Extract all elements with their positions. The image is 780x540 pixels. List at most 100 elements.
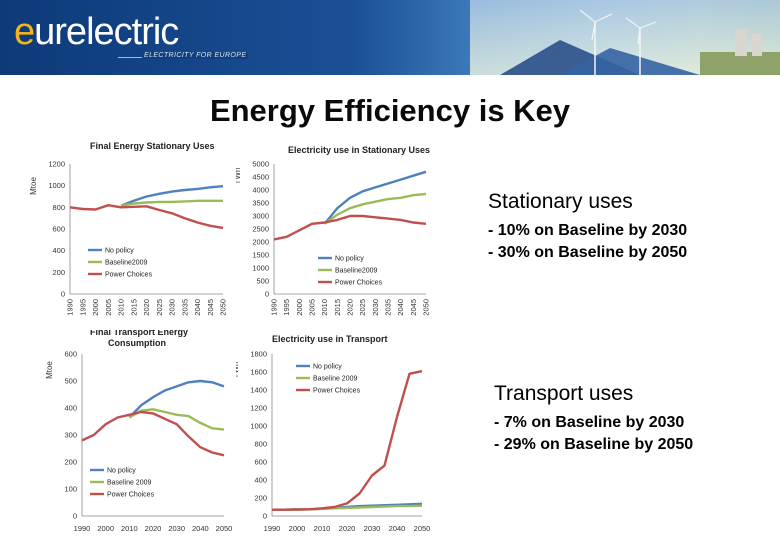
y-tick-label: 400 (52, 246, 65, 255)
x-tick-label: 2040 (396, 299, 405, 316)
eurelectric-logo: eurelectric (14, 11, 179, 53)
x-tick-label: 2035 (180, 299, 189, 316)
y-tick-label: 4500 (252, 173, 269, 182)
x-tick-label: 1995 (282, 299, 291, 316)
legend-label: Baseline2009 (105, 260, 148, 267)
y-tick-label: 1400 (250, 386, 267, 395)
legend-label: No policy (107, 468, 136, 475)
y-axis-label: Mtoe (29, 177, 38, 195)
series-line-1 (323, 192, 427, 225)
chart-title: Electricity use in Stationary Uses (288, 145, 430, 155)
y-tick-label: 200 (254, 494, 267, 503)
x-tick-label: 2050 (216, 524, 233, 533)
chart-title: Final Transport Energy Consumption (90, 330, 188, 348)
y-tick-label: 200 (64, 458, 77, 467)
x-tick-label: 2015 (129, 299, 138, 316)
y-tick-label: 4000 (252, 186, 269, 195)
header-banner: eurelectric ELECTRICITY FOR EUROPE (0, 0, 780, 75)
x-tick-label: 2005 (104, 299, 113, 316)
legend-label: Baseline2009 (335, 268, 378, 275)
y-tick-label: 300 (64, 431, 77, 440)
slide-title: Energy Efficiency is Key (209, 93, 571, 128)
x-tick-label: 1990 (270, 299, 279, 316)
y-tick-label: 1200 (48, 160, 65, 169)
legend-label: No policy (335, 256, 364, 263)
y-tick-label: 600 (254, 458, 267, 467)
series-line-0 (120, 185, 224, 207)
y-tick-label: 3000 (252, 212, 269, 221)
y-tick-label: 1000 (250, 422, 267, 431)
chart-final-energy-stationary: Final Energy Stationary Uses Mtoe 0 200 400 6… (29, 141, 228, 316)
y-tick-label: 1000 (48, 181, 65, 190)
series-line-0 (128, 379, 225, 419)
legend-label: Power Choices (335, 280, 383, 287)
y-tick-label: 2000 (252, 238, 269, 247)
chart-electricity-stationary: Electricity use in Stationary Uses TWh 0 50… (236, 145, 431, 316)
x-tick-label: 2030 (364, 524, 381, 533)
x-tick-label: 2000 (91, 299, 100, 316)
y-tick-label: 200 (52, 268, 65, 277)
x-tick-label: 2030 (168, 524, 185, 533)
x-tick-label: 2000 (289, 524, 306, 533)
y-tick-label: 1500 (252, 251, 269, 260)
y-tick-label: 0 (263, 512, 267, 521)
y-tick-label: 1200 (250, 404, 267, 413)
stationary-uses-heading: Stationary uses (488, 190, 633, 213)
y-tick-label: 0 (73, 512, 77, 521)
x-tick-label: 2025 (155, 299, 164, 316)
legend-label: Power Choices (105, 272, 153, 279)
x-tick-label: 2015 (333, 299, 342, 316)
y-tick-label: 1800 (250, 350, 267, 359)
y-tick-label: 400 (64, 404, 77, 413)
chart-title: Final Energy Stationary Uses (90, 141, 215, 151)
series-line-2 (69, 204, 224, 230)
x-tick-label: 2040 (389, 524, 406, 533)
transport-uses-2050: - 29% on Baseline by 2050 (494, 436, 694, 453)
x-tick-label: 2010 (314, 524, 331, 533)
x-tick-label: 2050 (422, 299, 431, 316)
series-line-1 (120, 199, 223, 207)
x-tick-label: 2010 (121, 524, 138, 533)
y-tick-label: 500 (64, 377, 77, 386)
transport-uses-heading: Transport uses (494, 382, 634, 405)
series-line-0 (323, 170, 427, 225)
legend-label: Power Choices (313, 388, 361, 395)
y-tick-label: 400 (254, 476, 267, 485)
chart-electricity-transport: Electricity use in Transport TWh 0 200 400 60… (236, 334, 431, 533)
x-tick-label: 2000 (295, 299, 304, 316)
x-tick-label: 2050 (414, 524, 431, 533)
logo-tagline: ELECTRICITY FOR EUROPE (142, 52, 249, 59)
x-tick-label: 2020 (346, 299, 355, 316)
transport-uses-summary: Transport uses - 7% on Baseline by 2030 … (494, 382, 693, 456)
series-line-2 (81, 410, 225, 457)
x-tick-label: 2000 (97, 524, 114, 533)
y-axis-label: Mtoe (45, 361, 54, 379)
x-tick-label: 2020 (145, 524, 162, 533)
y-tick-label: 1600 (250, 368, 267, 377)
y-tick-label: 600 (52, 225, 65, 234)
x-tick-label: 2040 (192, 524, 209, 533)
y-tick-label: 2500 (252, 225, 269, 234)
x-tick-label: 2025 (358, 299, 367, 316)
x-tick-label: 2010 (320, 299, 329, 316)
x-tick-label: 2040 (193, 299, 202, 316)
y-axis-label: TWh (236, 168, 242, 185)
y-tick-label: 5000 (252, 160, 269, 169)
legend-label: Baseline 2009 (313, 376, 357, 383)
x-tick-label: 2010 (117, 299, 126, 316)
x-tick-label: 2005 (308, 299, 317, 316)
legend-label: No policy (105, 248, 134, 255)
x-tick-label: 2035 (384, 299, 393, 316)
y-tick-label: 100 (64, 485, 77, 494)
banner-scenery (470, 0, 780, 75)
y-tick-label: 3500 (252, 199, 269, 208)
x-tick-label: 2030 (371, 299, 380, 316)
y-tick-label: 800 (254, 440, 267, 449)
x-tick-label: 1990 (264, 524, 281, 533)
x-tick-label: 1990 (74, 524, 91, 533)
x-tick-label: 1995 (78, 299, 87, 316)
legend-label: Power Choices (107, 492, 155, 499)
x-tick-label: 2020 (142, 299, 151, 316)
x-tick-label: 2050 (219, 299, 228, 316)
y-tick-label: 600 (64, 350, 77, 359)
